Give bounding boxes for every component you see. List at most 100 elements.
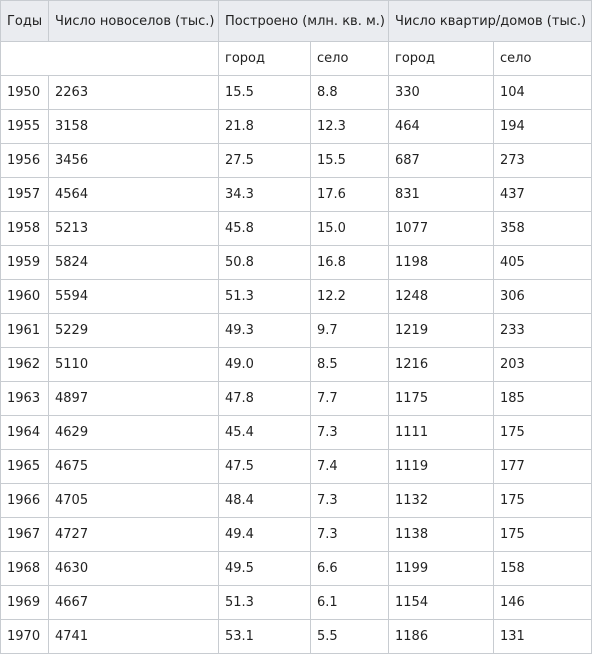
table-cell: 203	[493, 347, 593, 382]
table-row: 1955 3158 21.8 12.3 464 194	[0, 109, 593, 144]
table-cell: 4629	[48, 415, 219, 450]
table-row: 1961 5229 49.3 9.7 1219 233	[0, 313, 593, 348]
table-cell: 1968	[0, 551, 49, 586]
table-cell: 49.5	[218, 551, 311, 586]
table-cell: 437	[493, 177, 593, 212]
table-cell: 6.1	[309, 585, 390, 620]
table-cell: 4667	[48, 585, 219, 620]
table-cell: 49.4	[218, 517, 311, 552]
table-cell: 194	[493, 109, 593, 144]
table-cell: 12.2	[309, 279, 390, 314]
table-cell: 15.0	[309, 211, 390, 246]
table-row: 1960 5594 51.3 12.2 1248 306	[0, 279, 593, 314]
table-cell: 21.8	[218, 109, 311, 144]
table-cell: 1219	[388, 313, 495, 348]
header-cell: Годы	[0, 0, 49, 42]
table-cell: 1111	[388, 415, 495, 450]
table-cell: 175	[493, 517, 593, 552]
header-cell: Число новоселов (тыс.)	[48, 0, 219, 42]
table-cell: 27.5	[218, 143, 311, 178]
table-cell: 358	[493, 211, 593, 246]
table-cell: 464	[388, 109, 495, 144]
table-cell: 7.3	[309, 517, 390, 552]
table-cell: 34.3	[218, 177, 311, 212]
table-cell: 3158	[48, 109, 219, 144]
table-cell: 687	[388, 143, 495, 178]
table-cell: 1963	[0, 381, 49, 416]
table-row: 1958 5213 45.8 15.0 1077 358	[0, 211, 593, 246]
table-cell: 4630	[48, 551, 219, 586]
table-cell: 5229	[48, 313, 219, 348]
table-row: 1962 5110 49.0 8.5 1216 203	[0, 347, 593, 382]
table-cell: 1960	[0, 279, 49, 314]
table-cell: 1957	[0, 177, 49, 212]
table-row: 1969 4667 51.3 6.1 1154 146	[0, 585, 593, 620]
table-cell: 1970	[0, 619, 49, 654]
table-cell: 1077	[388, 211, 495, 246]
table-cell: 15.5	[309, 143, 390, 178]
table-cell: 330	[388, 75, 495, 110]
table-cell: 16.8	[309, 245, 390, 280]
table-cell: 4741	[48, 619, 219, 654]
table-cell: 5824	[48, 245, 219, 280]
table-cell: 12.3	[309, 109, 390, 144]
table-cell: 4675	[48, 449, 219, 484]
table-cell: 47.8	[218, 381, 311, 416]
table-cell: 1132	[388, 483, 495, 518]
table-cell: 45.4	[218, 415, 311, 450]
table-cell: 233	[493, 313, 593, 348]
table-cell: 9.7	[309, 313, 390, 348]
table-cell: 1955	[0, 109, 49, 144]
subheader-cell: город	[388, 41, 495, 76]
table-cell: 4705	[48, 483, 219, 518]
table-cell: 1154	[388, 585, 495, 620]
table-cell: 1958	[0, 211, 49, 246]
subheader-row: город село город село	[0, 41, 593, 76]
table-cell: 8.8	[309, 75, 390, 110]
table-cell: 1961	[0, 313, 49, 348]
table-row: 1959 5824 50.8 16.8 1198 405	[0, 245, 593, 280]
table-cell: 48.4	[218, 483, 311, 518]
table-row: 1956 3456 27.5 15.5 687 273	[0, 143, 593, 178]
subheader-cell: село	[309, 41, 390, 76]
table-cell: 51.3	[218, 585, 311, 620]
table-cell: 4897	[48, 381, 219, 416]
table-cell: 4727	[48, 517, 219, 552]
table-cell: 1967	[0, 517, 49, 552]
table-cell: 6.6	[309, 551, 390, 586]
table-cell: 1965	[0, 449, 49, 484]
table-cell: 104	[493, 75, 593, 110]
table-cell: 51.3	[218, 279, 311, 314]
table-cell: 49.0	[218, 347, 311, 382]
table-cell: 5.5	[309, 619, 390, 654]
table-row: 1950 2263 15.5 8.8 330 104	[0, 75, 593, 110]
table-cell: 17.6	[309, 177, 390, 212]
table-cell: 7.3	[309, 483, 390, 518]
table-cell: 1962	[0, 347, 49, 382]
table-cell: 7.3	[309, 415, 390, 450]
table-cell: 5110	[48, 347, 219, 382]
table-row: 1967 4727 49.4 7.3 1138 175	[0, 517, 593, 552]
table-cell: 1199	[388, 551, 495, 586]
table-cell: 1138	[388, 517, 495, 552]
table-row: 1970 4741 53.1 5.5 1186 131	[0, 619, 593, 654]
table-row: 1966 4705 48.4 7.3 1132 175	[0, 483, 593, 518]
table-cell: 306	[493, 279, 593, 314]
subheader-cell: село	[493, 41, 593, 76]
table-cell: 1950	[0, 75, 49, 110]
table-row: 1963 4897 47.8 7.7 1175 185	[0, 381, 593, 416]
table-cell: 3456	[48, 143, 219, 178]
table-cell: 15.5	[218, 75, 311, 110]
table-cell: 158	[493, 551, 593, 586]
table-cell: 405	[493, 245, 593, 280]
table-row: 1968 4630 49.5 6.6 1199 158	[0, 551, 593, 586]
subheader-cell: город	[218, 41, 311, 76]
table-row: 1957 4564 34.3 17.6 831 437	[0, 177, 593, 212]
table-cell: 131	[493, 619, 593, 654]
table-cell: 7.4	[309, 449, 390, 484]
table-cell: 8.5	[309, 347, 390, 382]
table-cell: 1216	[388, 347, 495, 382]
table-cell: 2263	[48, 75, 219, 110]
table-cell: 1964	[0, 415, 49, 450]
